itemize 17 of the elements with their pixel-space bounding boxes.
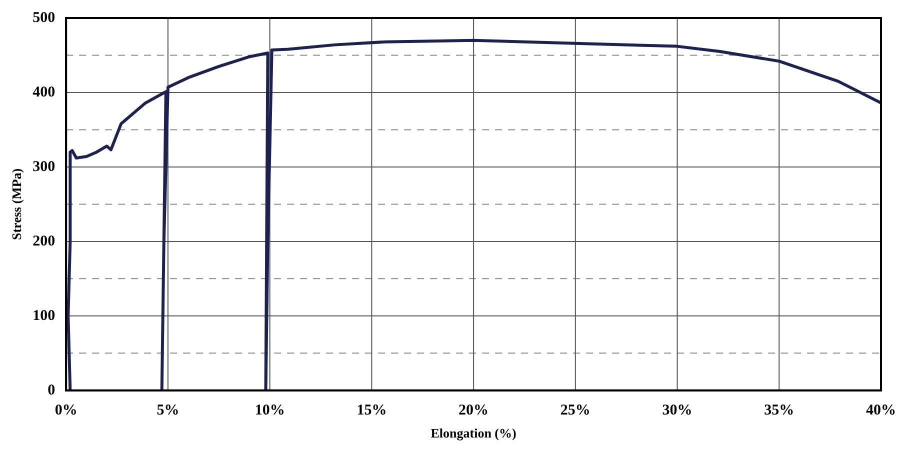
x-tick-label: 35% bbox=[764, 402, 794, 418]
x-axis-title: Elongation (%) bbox=[430, 426, 516, 441]
x-tick-label: 10% bbox=[254, 402, 285, 418]
y-tick-label: 200 bbox=[32, 233, 56, 250]
y-axis-title: Stress (MPa) bbox=[9, 168, 24, 240]
x-tick-label: 30% bbox=[662, 402, 692, 418]
x-tick-label: 20% bbox=[458, 402, 489, 418]
x-tick-label: 5% bbox=[156, 402, 180, 418]
x-tick-label: 15% bbox=[356, 402, 387, 418]
x-tick-label: 25% bbox=[560, 402, 590, 418]
y-tick-label: 100 bbox=[32, 308, 56, 324]
y-tick-label: 0 bbox=[48, 382, 56, 398]
x-tick-label: 40% bbox=[866, 402, 896, 418]
x-tick-label: 0% bbox=[54, 402, 78, 418]
y-tick-label: 500 bbox=[32, 10, 56, 26]
y-tick-label: 400 bbox=[32, 84, 56, 100]
y-tick-label: 300 bbox=[32, 158, 56, 175]
